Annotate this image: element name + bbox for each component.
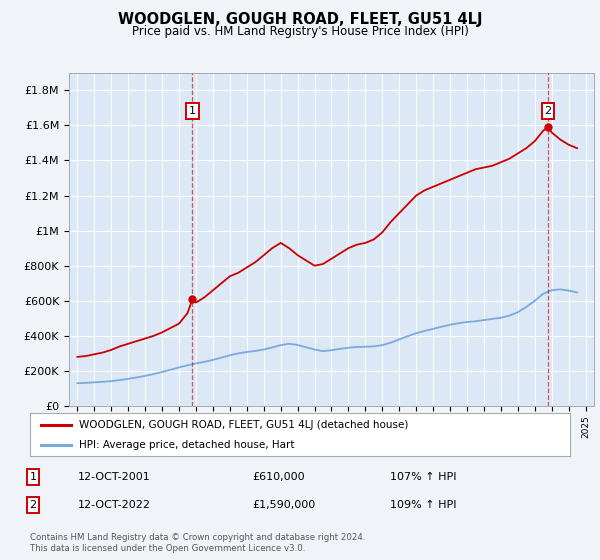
Text: 12-OCT-2022: 12-OCT-2022 xyxy=(78,500,151,510)
Text: Price paid vs. HM Land Registry's House Price Index (HPI): Price paid vs. HM Land Registry's House … xyxy=(131,25,469,38)
Text: £610,000: £610,000 xyxy=(252,472,305,482)
Text: 12-OCT-2001: 12-OCT-2001 xyxy=(78,472,151,482)
Text: 1: 1 xyxy=(29,472,37,482)
Text: 107% ↑ HPI: 107% ↑ HPI xyxy=(390,472,457,482)
Text: £1,590,000: £1,590,000 xyxy=(252,500,315,510)
Text: WOODGLEN, GOUGH ROAD, FLEET, GU51 4LJ (detached house): WOODGLEN, GOUGH ROAD, FLEET, GU51 4LJ (d… xyxy=(79,419,408,430)
Text: 1: 1 xyxy=(189,106,196,116)
Text: HPI: Average price, detached house, Hart: HPI: Average price, detached house, Hart xyxy=(79,440,294,450)
Text: 2: 2 xyxy=(29,500,37,510)
Text: Contains HM Land Registry data © Crown copyright and database right 2024.
This d: Contains HM Land Registry data © Crown c… xyxy=(30,533,365,553)
Text: WOODGLEN, GOUGH ROAD, FLEET, GU51 4LJ: WOODGLEN, GOUGH ROAD, FLEET, GU51 4LJ xyxy=(118,12,482,27)
Text: 2: 2 xyxy=(545,106,551,116)
Text: 109% ↑ HPI: 109% ↑ HPI xyxy=(390,500,457,510)
